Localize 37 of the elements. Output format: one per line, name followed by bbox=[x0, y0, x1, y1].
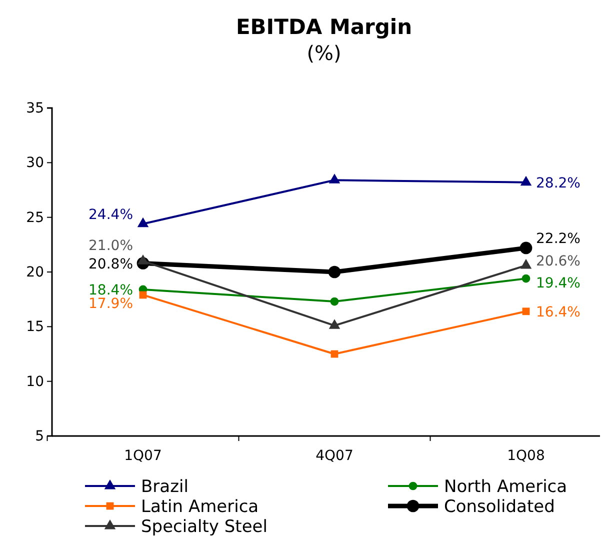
data-label: 16.4% bbox=[536, 304, 580, 320]
data-label: 24.4% bbox=[88, 206, 133, 223]
y-tick-label: 10 bbox=[26, 374, 44, 390]
legend-label: Consolidated bbox=[444, 497, 555, 517]
y-tick-label: 35 bbox=[26, 100, 44, 116]
data-label: 20.6% bbox=[536, 253, 580, 270]
x-tick-label: 1Q07 bbox=[124, 448, 162, 464]
y-tick-label: 20 bbox=[26, 264, 44, 280]
point bbox=[522, 274, 530, 283]
y-tick-label: 25 bbox=[26, 210, 44, 226]
data-label: 21.0% bbox=[88, 238, 133, 254]
data-label: 20.8% bbox=[88, 256, 133, 272]
y-tick-label: 15 bbox=[26, 319, 44, 336]
point bbox=[522, 308, 530, 316]
point bbox=[137, 217, 149, 228]
legend-label: Specialty Steel bbox=[141, 517, 268, 537]
legend-label: North America bbox=[444, 477, 568, 497]
legend-label: Latin America bbox=[141, 497, 259, 517]
chart-subtitle: (%) bbox=[306, 41, 342, 65]
data-label: 28.2% bbox=[536, 175, 580, 192]
point bbox=[520, 258, 532, 269]
data-label: 17.9% bbox=[88, 296, 133, 312]
point bbox=[520, 242, 532, 254]
data-label: 22.2% bbox=[536, 230, 580, 247]
data-label: 18.4% bbox=[88, 282, 133, 298]
legend-label: Brazil bbox=[141, 477, 188, 497]
x-tick-label: 1Q08 bbox=[507, 448, 545, 464]
point bbox=[328, 266, 341, 278]
point bbox=[137, 254, 149, 264]
chart-title: EBITDA Margin bbox=[236, 15, 412, 39]
y-tick-label: 30 bbox=[26, 155, 44, 172]
point bbox=[328, 174, 340, 184]
point bbox=[330, 297, 339, 306]
data-label: 19.4% bbox=[536, 276, 580, 292]
y-tick-label: 5 bbox=[35, 428, 44, 444]
point bbox=[520, 176, 532, 186]
x-tick-label: 4Q07 bbox=[316, 448, 354, 464]
